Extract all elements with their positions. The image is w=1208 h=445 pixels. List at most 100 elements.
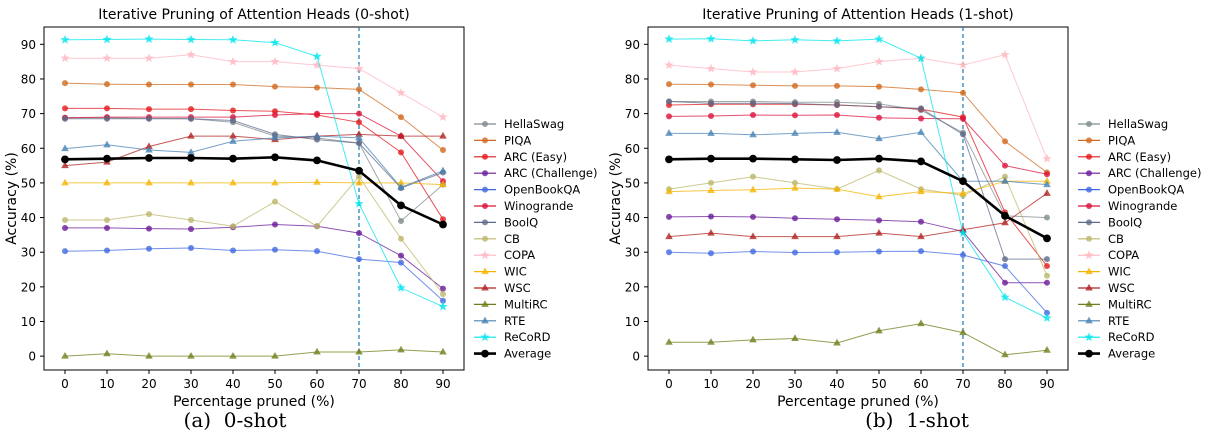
x-tick-label: 20 <box>141 377 156 391</box>
legend-marker-boolq <box>482 219 488 226</box>
point-wic <box>397 178 405 186</box>
point-record <box>228 35 238 44</box>
point-average <box>665 155 673 164</box>
point-arc-challenge <box>62 224 68 231</box>
legend-label-average: Average <box>1108 347 1155 361</box>
point-record <box>312 51 322 61</box>
point-cb <box>1002 173 1008 180</box>
point-wic <box>875 192 883 200</box>
legend-label-copa: COPA <box>504 248 535 262</box>
legend-label-wsc: WSC <box>1108 281 1135 295</box>
point-openbookqa <box>104 247 110 254</box>
point-rte <box>833 128 841 135</box>
x-tick-label: 90 <box>435 377 450 391</box>
legend-marker-average <box>1085 349 1093 358</box>
point-copa <box>1000 49 1010 59</box>
y-tick-label: 10 <box>625 315 640 329</box>
point-wsc <box>355 130 363 137</box>
point-openbookqa <box>188 245 194 252</box>
point-cb <box>62 216 68 223</box>
legend-marker-hellaswag <box>1086 121 1092 127</box>
point-openbookqa <box>876 248 882 255</box>
x-tick-label: 60 <box>913 377 928 391</box>
series-line-multirc <box>669 323 1048 356</box>
point-boolq <box>146 115 152 122</box>
point-wic <box>791 183 799 191</box>
series-line-hellaswag <box>65 117 444 222</box>
legend-marker-copa <box>1084 250 1094 260</box>
point-wic <box>103 178 111 186</box>
point-arc-easy <box>188 106 194 113</box>
legend-label-wic: WIC <box>504 265 527 279</box>
point-wsc <box>833 232 841 240</box>
point-cb <box>188 216 194 223</box>
point-average <box>103 154 111 163</box>
point-boolq <box>666 98 672 105</box>
y-tick-label: 80 <box>625 72 640 86</box>
point-rte <box>145 145 153 153</box>
y-tick-label: 0 <box>28 350 36 364</box>
point-cb <box>750 173 756 180</box>
legend-marker-arc-easy <box>482 153 488 160</box>
legend-label-rte: RTE <box>1108 314 1129 328</box>
point-wic <box>187 178 195 186</box>
point-average <box>1043 234 1051 243</box>
point-multirc <box>271 351 279 359</box>
point-openbookqa <box>960 251 966 258</box>
point-winogrande <box>750 112 756 119</box>
point-piqa <box>356 86 362 93</box>
point-openbookqa <box>918 248 924 255</box>
y-tick-label: 30 <box>625 246 640 260</box>
point-wic <box>707 186 715 194</box>
point-record <box>958 228 968 237</box>
series-line-rte <box>64 135 444 188</box>
series-line-rte <box>669 131 1048 186</box>
point-winogrande <box>708 113 714 120</box>
point-record <box>874 34 884 43</box>
point-piqa <box>104 81 110 88</box>
y-tick-label: 40 <box>21 211 36 225</box>
legend-label-openbookqa: OpenBookQA <box>1108 183 1184 197</box>
point-cb <box>104 216 110 223</box>
point-multirc <box>833 338 841 346</box>
point-copa <box>438 112 448 121</box>
y-tick-label: 10 <box>21 315 36 329</box>
series-line-piqa <box>64 82 444 151</box>
point-average <box>187 154 195 162</box>
legend-label-hellaswag: HellaSwag <box>504 117 564 131</box>
legend-marker-hellaswag <box>482 121 488 127</box>
point-piqa <box>314 84 320 91</box>
point-average <box>959 177 967 186</box>
y-tick-label: 50 <box>21 176 36 190</box>
point-winogrande <box>314 110 320 117</box>
chart-title: Iterative Pruning of Attention Heads (0-… <box>98 7 410 23</box>
x-tick-label: 70 <box>955 377 970 391</box>
legend-label-winogrande: Winogrande <box>1108 199 1177 213</box>
legend-label-cb: CB <box>1108 232 1124 246</box>
point-boolq <box>918 105 924 112</box>
legend-label-rte: RTE <box>504 314 525 328</box>
point-wic <box>917 187 925 195</box>
legend-label-multirc: MultiRC <box>504 297 548 311</box>
legend-marker-wic <box>1085 267 1093 275</box>
series-line-wsc <box>668 192 1048 238</box>
x-tick-label: 20 <box>745 377 760 391</box>
point-copa <box>790 67 800 76</box>
series-line-record <box>668 38 1048 319</box>
legend-marker-winogrande <box>482 203 488 209</box>
point-multirc <box>1043 346 1051 353</box>
point-record <box>748 36 758 45</box>
point-arc-challenge <box>146 225 152 232</box>
series-line-cb <box>668 169 1048 276</box>
point-piqa <box>440 146 446 153</box>
point-wic <box>665 187 673 195</box>
legend-marker-wsc <box>481 283 489 291</box>
point-cb <box>146 211 152 218</box>
point-openbookqa <box>792 249 798 256</box>
point-multirc <box>61 351 69 359</box>
point-rte <box>1043 180 1051 188</box>
point-arc-challenge <box>750 213 756 220</box>
point-boolq <box>188 115 194 122</box>
legend-label-arc-challenge: ARC (Challenge) <box>504 166 597 180</box>
